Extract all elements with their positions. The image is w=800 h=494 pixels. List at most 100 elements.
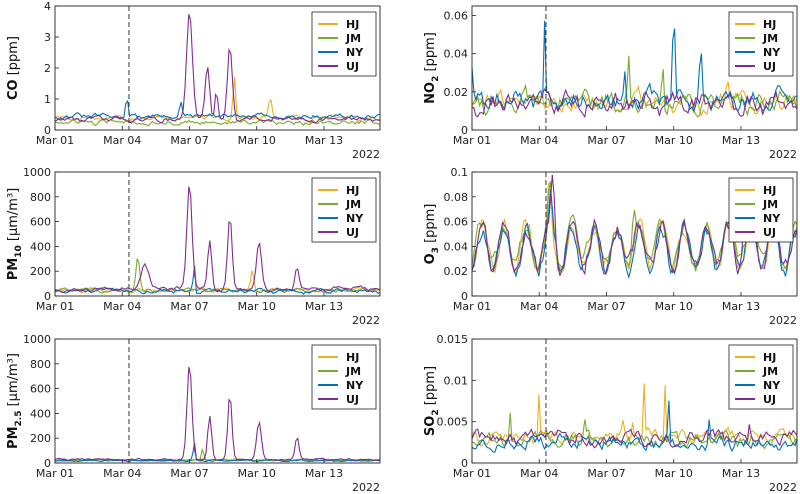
y-tick-label: 0.005	[437, 416, 469, 429]
y-tick-label: 3	[44, 31, 51, 44]
series-line-ny	[55, 99, 380, 121]
x-tick-label: Mar 10	[655, 134, 693, 147]
series-line-uj	[55, 366, 380, 462]
panel-so2: 0 0.005 0.01 0.015 Mar 01 Mar 04 Mar 07 Mar 10 M…	[423, 333, 798, 494]
x-tick-label: Mar 01	[36, 134, 74, 147]
panel-co: 0 1 2 3 4 Mar 01 Mar 04 Mar 07 Mar 10 Mar 13 2022 C…	[6, 0, 381, 161]
legend-label-hj: HJ	[346, 184, 359, 197]
y-tick-label: 0.04	[444, 240, 469, 253]
x-tick-label: Mar 01	[36, 300, 74, 313]
legend-label-hj: HJ	[346, 18, 359, 31]
x-tick-label: Mar 10	[655, 300, 693, 313]
series-line-uj	[55, 186, 380, 294]
y-tick-label: 0.06	[444, 216, 469, 229]
x-tick-label: Mar 01	[36, 467, 74, 480]
y-tick-label: 2	[44, 62, 51, 75]
y-axis-label: PM2.5 [μm/m³]	[6, 353, 24, 449]
y-tick-label: 600	[30, 216, 51, 229]
y-tick-label: 1000	[23, 333, 51, 346]
series-line-jm	[472, 181, 797, 272]
legend-label-hj: HJ	[763, 351, 776, 364]
axes-frame	[471, 171, 798, 297]
y-tick-label: 0.01	[444, 374, 469, 387]
year-label: 2022	[352, 148, 380, 161]
year-label: 2022	[769, 148, 797, 161]
panel-no2: 0 0.02 0.04 0.06 Mar 01 Mar 04 Mar 07 Mar 10 Mar…	[423, 5, 798, 161]
y-tick-label: 4	[44, 0, 51, 13]
y-axis-label: NO2 [ppm]	[423, 32, 441, 104]
x-tick-label: Mar 01	[453, 134, 491, 147]
legend-label-uj: UJ	[346, 226, 359, 239]
x-tick-label: Mar 04	[103, 467, 141, 480]
y-tick-label: 0.02	[444, 265, 469, 278]
x-tick-label: Mar 10	[238, 300, 276, 313]
y-tick-label: 0	[44, 290, 51, 303]
y-tick-label: 0	[44, 457, 51, 470]
panel-pm25: 0 200 400 600 800 1000 Mar 01 Mar 04 Mar 07 Mar 1…	[6, 333, 381, 494]
x-tick-label: Mar 01	[453, 467, 491, 480]
y-tick-label: 200	[30, 265, 51, 278]
x-tick-label: Mar 13	[305, 134, 343, 147]
x-tick-label: Mar 04	[103, 300, 141, 313]
y-tick-label: 0	[461, 457, 468, 470]
legend-label-jm: JM	[345, 198, 361, 211]
legend-label-jm: JM	[345, 365, 361, 378]
series-line-ny	[472, 20, 797, 113]
x-tick-label: Mar 13	[722, 300, 760, 313]
x-tick-label: Mar 04	[520, 467, 558, 480]
y-axis-label: PM10 [μm/m³]	[6, 188, 24, 280]
x-tick-label: Mar 07	[587, 134, 625, 147]
x-tick-label: Mar 13	[722, 134, 760, 147]
legend-label-uj: UJ	[346, 393, 359, 406]
x-tick-label: Mar 04	[520, 300, 558, 313]
series-line-uj	[472, 88, 797, 119]
x-tick-label: Mar 04	[103, 134, 141, 147]
y-tick-label: 400	[30, 407, 51, 420]
axes-frame	[471, 338, 798, 464]
series-line-uj	[55, 14, 380, 124]
y-tick-label: 400	[30, 240, 51, 253]
x-tick-label: Mar 10	[655, 467, 693, 480]
y-tick-label: 0	[461, 124, 468, 137]
series-line-uj	[472, 424, 797, 449]
series-line-jm	[472, 412, 797, 450]
x-tick-label: Mar 07	[587, 467, 625, 480]
legend-label-ny: NY	[346, 46, 364, 59]
x-tick-label: Mar 01	[453, 300, 491, 313]
y-tick-label: 0.08	[444, 191, 469, 204]
legend-label-hj: HJ	[763, 18, 776, 31]
legend-label-ny: NY	[763, 46, 781, 59]
x-tick-label: Mar 13	[305, 467, 343, 480]
y-tick-label: 1	[44, 93, 51, 106]
x-tick-label: Mar 10	[238, 467, 276, 480]
panel-o3: 0 0.02 0.04 0.06 0.08 0.1 Mar 01 Mar 04 Mar 07 Ma…	[423, 166, 798, 327]
axes-frame	[471, 5, 798, 131]
legend-label-uj: UJ	[763, 226, 776, 239]
series-line-hj	[472, 182, 797, 278]
panel-pm10: 0 200 400 600 800 1000 Mar 01 Mar 04 Mar 07 Mar 1…	[6, 166, 381, 327]
y-tick-label: 0.02	[444, 86, 469, 99]
y-tick-label: 200	[30, 432, 51, 445]
legend-label-uj: UJ	[346, 60, 359, 73]
y-axis-label: CO [ppm]	[6, 36, 21, 100]
y-tick-label: 1000	[23, 166, 51, 179]
x-tick-label: Mar 13	[305, 300, 343, 313]
x-tick-label: Mar 07	[170, 300, 208, 313]
y-tick-label: 0.1	[451, 166, 469, 179]
axes-frame	[54, 338, 381, 464]
legend-label-ny: NY	[763, 379, 781, 392]
x-tick-label: Mar 04	[520, 134, 558, 147]
legend-label-jm: JM	[762, 32, 778, 45]
y-axis-label: O3 [ppm]	[423, 204, 441, 265]
y-tick-label: 0.06	[444, 10, 469, 23]
year-label: 2022	[352, 481, 380, 494]
legend-label-jm: JM	[345, 32, 361, 45]
legend-label-ny: NY	[346, 379, 364, 392]
series-line-ny	[472, 189, 797, 280]
